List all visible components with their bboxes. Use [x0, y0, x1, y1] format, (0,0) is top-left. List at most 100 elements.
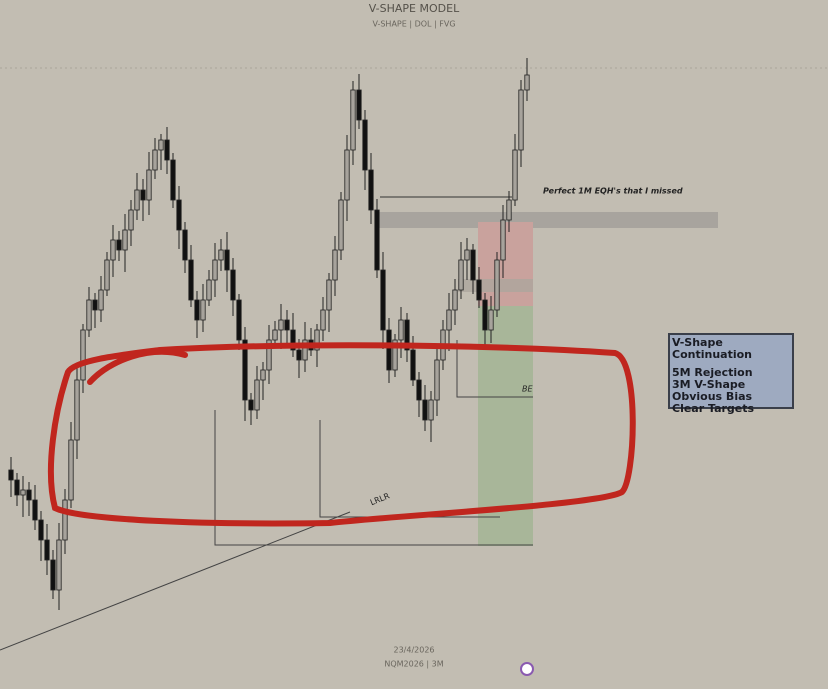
- candle-body: [122, 229, 128, 251]
- candle-body: [62, 499, 68, 541]
- candle-body: [518, 89, 524, 151]
- candle-body: [380, 269, 386, 331]
- candle-body: [302, 339, 308, 361]
- candle-body: [134, 189, 140, 211]
- logo-icon[interactable]: [520, 662, 534, 676]
- candle-body: [182, 229, 188, 261]
- candle-body: [494, 259, 500, 311]
- candle-body: [188, 259, 194, 301]
- candle-body: [416, 379, 422, 401]
- candle-body: [200, 299, 206, 321]
- candle-body: [506, 199, 512, 221]
- candle-body: [500, 219, 506, 261]
- footer-symbol: NQM2026 | 3M: [384, 660, 443, 669]
- candle-body: [326, 279, 332, 311]
- candle-body: [194, 299, 200, 321]
- candle-body: [32, 499, 38, 521]
- footer-date: 23/4/2026: [393, 646, 434, 655]
- subtitle: V-SHAPE | DOL | FVG: [372, 20, 455, 29]
- candle-body: [260, 369, 266, 381]
- hand-drawn-circle: [47, 342, 636, 527]
- candle-body: [464, 249, 470, 261]
- candle-body: [176, 199, 182, 231]
- candle-body: [476, 279, 482, 301]
- info-title: V-Shape Continuation: [672, 336, 752, 361]
- candle-body: [8, 469, 14, 481]
- candle-body: [332, 249, 338, 281]
- info-box: V-Shape Continuation 5M Rejection 3M V-S…: [668, 333, 794, 415]
- candle-body: [470, 249, 476, 281]
- candle-body: [524, 74, 530, 91]
- info-item: 5M Rejection: [672, 366, 753, 379]
- candle-body: [428, 399, 434, 421]
- candle-body: [386, 329, 392, 371]
- trend-line: [0, 511, 351, 651]
- candle-body: [146, 169, 152, 201]
- candle-body: [482, 299, 488, 331]
- range-line: [319, 420, 500, 518]
- candle-body: [320, 309, 326, 331]
- candle-body: [488, 309, 494, 331]
- candle-body: [14, 479, 20, 496]
- candles: [8, 58, 530, 610]
- candle-body: [86, 299, 92, 331]
- candle-body: [206, 279, 212, 301]
- candle-body: [350, 89, 356, 151]
- candle-body: [20, 489, 26, 496]
- candle-body: [164, 139, 170, 161]
- info-item: Obvious Bias: [672, 390, 753, 403]
- candle-body: [152, 149, 158, 171]
- candle-body: [368, 169, 374, 211]
- candle-body: [398, 319, 404, 341]
- candle-body: [422, 399, 428, 421]
- candle-body: [44, 539, 50, 561]
- candle-body: [392, 339, 398, 371]
- candle-body: [110, 239, 116, 261]
- candle-body: [458, 259, 464, 291]
- candle-body: [74, 379, 80, 441]
- candle-body: [224, 249, 230, 271]
- candle-body: [68, 439, 74, 501]
- candle-body: [338, 199, 344, 251]
- info-item: Clear Targets: [672, 402, 755, 415]
- candle-body: [434, 359, 440, 401]
- candle-body: [242, 339, 248, 401]
- candle-body: [254, 379, 260, 411]
- candle-body: [344, 149, 350, 201]
- candle-body: [356, 89, 362, 121]
- candle-body: [266, 339, 272, 371]
- candle-body: [128, 209, 134, 231]
- candle-body: [452, 289, 458, 311]
- candle-body: [38, 519, 44, 541]
- candle-body: [404, 319, 410, 351]
- candle-body: [512, 149, 518, 201]
- candle-body: [290, 329, 296, 351]
- candle-body: [56, 539, 62, 591]
- candle-body: [98, 289, 104, 311]
- be-line: [456, 340, 533, 398]
- candle-body: [50, 559, 56, 591]
- candle-body: [284, 319, 290, 331]
- candle-body: [212, 259, 218, 281]
- range-line: [214, 410, 533, 546]
- candle-body: [92, 299, 98, 311]
- candle-body: [278, 319, 284, 331]
- candle-body: [374, 209, 380, 271]
- candle-body: [26, 489, 32, 501]
- candle-body: [218, 249, 224, 261]
- info-item: 3M V-Shape: [672, 378, 746, 391]
- candle-body: [410, 349, 416, 381]
- candle-body: [230, 269, 236, 301]
- candle-body: [236, 299, 242, 341]
- candle-body: [116, 239, 122, 251]
- be-label: BE: [522, 385, 533, 394]
- eqh-zone: [375, 212, 718, 228]
- candle-body: [104, 259, 110, 291]
- candle-body: [362, 119, 368, 171]
- candle-body: [296, 349, 302, 361]
- candle-body: [170, 159, 176, 201]
- candle-body: [446, 309, 452, 331]
- title: V-SHAPE MODEL: [369, 2, 460, 15]
- candle-body: [158, 139, 164, 151]
